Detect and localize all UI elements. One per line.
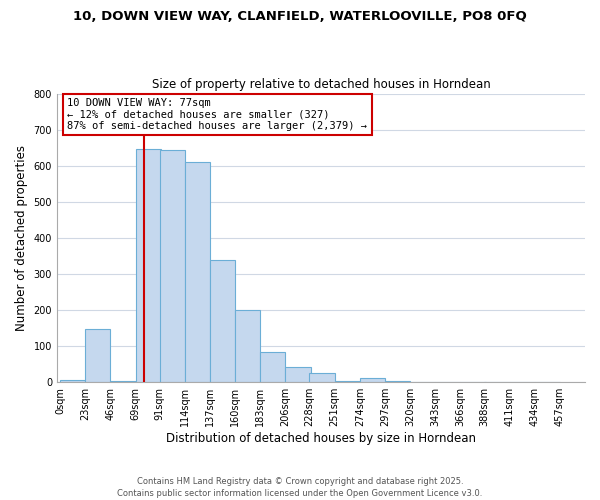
Bar: [360, 378, 385, 382]
Text: 10, DOWN VIEW WAY, CLANFIELD, WATERLOOVILLE, PO8 0FQ: 10, DOWN VIEW WAY, CLANFIELD, WATERLOOVI…: [73, 10, 527, 23]
X-axis label: Distribution of detached houses by size in Horndean: Distribution of detached houses by size …: [166, 432, 476, 445]
Bar: [85, 329, 110, 382]
Bar: [60, 380, 85, 382]
Y-axis label: Number of detached properties: Number of detached properties: [15, 145, 28, 331]
Bar: [235, 310, 260, 382]
Text: 10 DOWN VIEW WAY: 77sqm
← 12% of detached houses are smaller (327)
87% of semi-d: 10 DOWN VIEW WAY: 77sqm ← 12% of detache…: [67, 98, 367, 131]
Bar: [310, 373, 335, 382]
Bar: [286, 366, 311, 382]
Bar: [185, 162, 210, 382]
Text: Contains HM Land Registry data © Crown copyright and database right 2025.
Contai: Contains HM Land Registry data © Crown c…: [118, 476, 482, 498]
Bar: [160, 150, 185, 382]
Bar: [210, 260, 235, 382]
Bar: [136, 149, 161, 382]
Bar: [260, 352, 286, 382]
Title: Size of property relative to detached houses in Horndean: Size of property relative to detached ho…: [152, 78, 490, 91]
